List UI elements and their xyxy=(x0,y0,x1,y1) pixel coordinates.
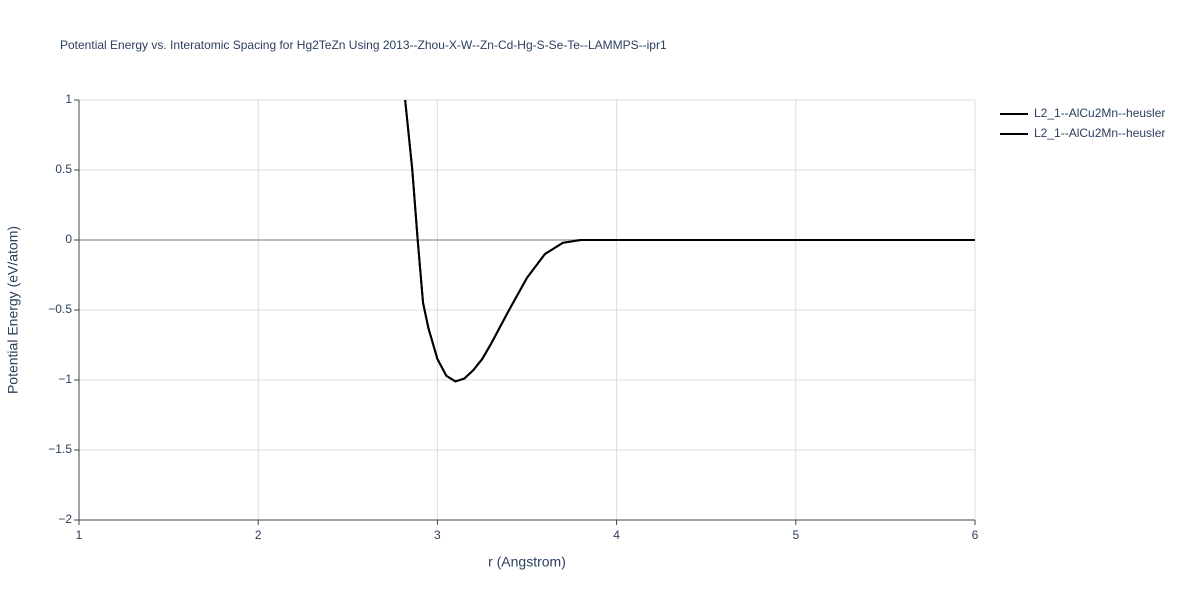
y-tick-label: −1 xyxy=(58,372,72,386)
data-line xyxy=(404,99,975,383)
x-tick-label: 5 xyxy=(792,528,799,542)
y-tick-label: 0 xyxy=(65,232,72,246)
chart-title: Potential Energy vs. Interatomic Spacing… xyxy=(60,38,667,52)
x-tick-label: 4 xyxy=(613,528,620,542)
y-axis-title: Potential Energy (eV/atom) xyxy=(5,226,21,394)
x-tick-label: 2 xyxy=(255,528,262,542)
x-axis-title: r (Angstrom) xyxy=(488,554,566,570)
y-tick-label: −2 xyxy=(58,512,72,526)
x-tick-label: 6 xyxy=(972,528,979,542)
y-tick-label: −0.5 xyxy=(48,302,72,316)
x-tick-label: 1 xyxy=(76,528,83,542)
y-tick-label: 1 xyxy=(65,92,72,106)
x-tick-label: 3 xyxy=(434,528,441,542)
y-tick-label: −1.5 xyxy=(48,442,72,456)
legend-label: L2_1--AlCu2Mn--heusler xyxy=(1034,126,1165,140)
legend-label: L2_1--AlCu2Mn--heusler xyxy=(1034,106,1165,120)
y-tick-label: 0.5 xyxy=(55,162,72,176)
